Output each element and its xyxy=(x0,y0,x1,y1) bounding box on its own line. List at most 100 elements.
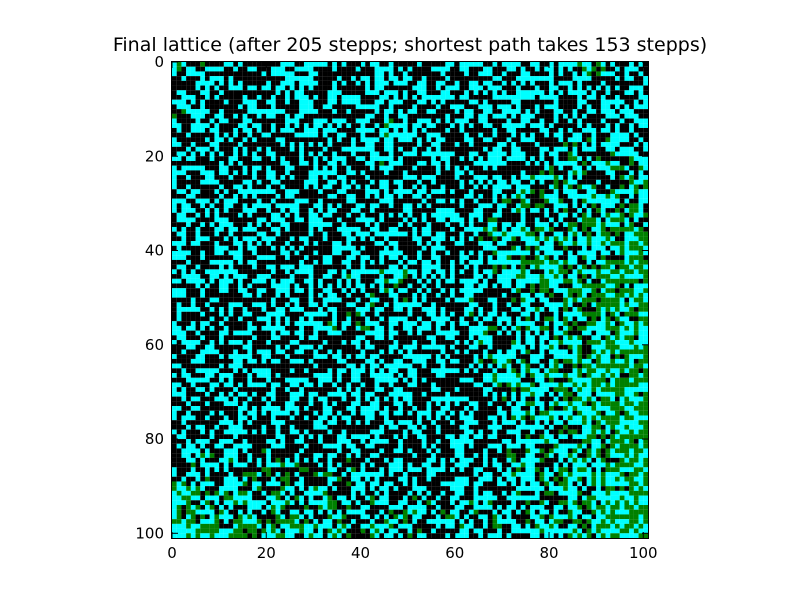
lattice-cell xyxy=(360,137,366,143)
lattice-cell xyxy=(289,245,295,251)
lattice-cell xyxy=(219,90,224,96)
lattice-cell xyxy=(299,90,305,96)
lattice-cell xyxy=(365,62,370,67)
lattice-cell xyxy=(492,151,498,157)
lattice-cell xyxy=(610,85,616,91)
lattice-cell xyxy=(596,118,601,124)
lattice-cell xyxy=(402,193,408,199)
lattice-cell xyxy=(228,156,234,162)
lattice-cell xyxy=(280,241,286,246)
lattice-cell xyxy=(176,123,182,129)
lattice-cell xyxy=(431,113,436,119)
lattice-cell xyxy=(464,184,469,190)
lattice-cell xyxy=(200,170,206,176)
lattice-cell xyxy=(172,165,177,171)
lattice-cell xyxy=(563,283,568,289)
lattice-cell xyxy=(195,217,201,223)
lattice-cell xyxy=(388,85,394,91)
lattice-cell xyxy=(577,189,583,195)
lattice-cell xyxy=(600,85,606,91)
lattice-cell xyxy=(247,208,253,213)
lattice-cell xyxy=(525,66,531,72)
lattice-cell xyxy=(233,90,239,96)
lattice-cell xyxy=(209,99,215,105)
lattice-cell xyxy=(445,231,451,237)
lattice-cell xyxy=(624,76,630,81)
lattice-cell xyxy=(384,113,389,119)
lattice-cell xyxy=(567,165,573,171)
lattice-cell xyxy=(351,255,356,260)
lattice-cell xyxy=(615,175,620,180)
lattice-cell xyxy=(445,127,451,133)
lattice-cell xyxy=(525,208,531,213)
lattice-cell xyxy=(303,109,309,114)
lattice-cell xyxy=(610,165,616,171)
lattice-cell xyxy=(412,245,418,251)
lattice-cell xyxy=(586,137,592,143)
lattice-cell xyxy=(553,71,559,77)
lattice-cell xyxy=(351,113,356,119)
lattice-cell xyxy=(497,90,502,96)
lattice-cell xyxy=(525,274,531,279)
lattice-cell xyxy=(586,156,592,162)
lattice-cell xyxy=(233,99,239,105)
lattice-cell xyxy=(534,90,540,96)
lattice-cell xyxy=(468,104,474,110)
lattice-cell xyxy=(313,170,319,176)
lattice-cell xyxy=(280,184,286,190)
lattice-cell xyxy=(445,189,451,195)
lattice-cell xyxy=(450,76,455,81)
lattice-cell xyxy=(450,264,455,270)
lattice-cell xyxy=(464,62,469,67)
lattice-cell xyxy=(412,255,418,260)
lattice-cell xyxy=(228,259,234,265)
lattice-cell xyxy=(600,226,606,232)
lattice-cell xyxy=(398,104,403,110)
lattice-cell xyxy=(539,127,545,133)
lattice-cell xyxy=(374,170,380,176)
lattice-cell xyxy=(534,118,540,124)
lattice-cell xyxy=(530,175,535,180)
lattice-cell xyxy=(341,259,347,265)
lattice-cell xyxy=(346,118,352,124)
lattice-cell xyxy=(228,269,234,275)
lattice-cell xyxy=(332,236,337,242)
lattice-cell xyxy=(549,193,554,199)
lattice-cell xyxy=(379,165,385,171)
lattice-cell xyxy=(369,76,375,81)
lattice-cell xyxy=(619,165,625,171)
lattice-cell xyxy=(285,179,290,185)
lattice-cell xyxy=(200,222,206,227)
lattice-cell xyxy=(270,193,276,199)
lattice-cell xyxy=(195,212,201,218)
lattice-cell xyxy=(336,278,342,284)
lattice-cell xyxy=(638,132,644,138)
lattice-cell xyxy=(629,90,634,96)
lattice-cell xyxy=(426,132,432,138)
lattice-cell xyxy=(308,170,314,176)
lattice-cell xyxy=(468,71,474,77)
lattice-cell xyxy=(256,109,262,114)
lattice-cell xyxy=(327,146,333,152)
lattice-cell xyxy=(204,123,210,129)
lattice-cell xyxy=(450,118,455,124)
lattice-cell xyxy=(417,255,422,260)
lattice-cell xyxy=(369,222,375,227)
lattice-cell xyxy=(237,109,243,114)
lattice-cell xyxy=(553,226,559,232)
lattice-cell xyxy=(204,118,210,124)
lattice-cell xyxy=(643,222,649,227)
lattice-cell xyxy=(379,203,385,209)
lattice-cell xyxy=(223,71,229,77)
lattice-cell xyxy=(247,198,253,204)
lattice-cell xyxy=(450,255,455,260)
lattice-cell xyxy=(242,179,248,185)
lattice-cell xyxy=(643,269,649,275)
lattice-cell xyxy=(200,62,206,67)
lattice-cell xyxy=(219,278,224,284)
lattice-cell xyxy=(619,146,625,152)
lattice-cell xyxy=(473,142,479,147)
lattice-cell xyxy=(200,71,206,77)
lattice-cell xyxy=(582,76,587,81)
lattice-cell xyxy=(190,66,196,72)
